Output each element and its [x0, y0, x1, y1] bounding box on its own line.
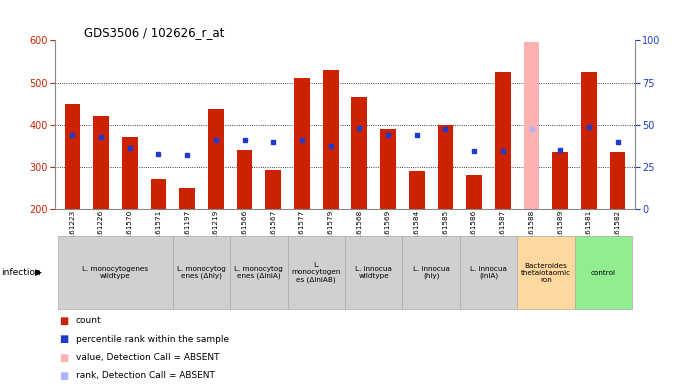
- Bar: [495, 72, 511, 209]
- Text: ▶: ▶: [34, 268, 41, 277]
- Text: ■: ■: [59, 371, 68, 381]
- Text: GSM161589: GSM161589: [558, 209, 563, 253]
- Bar: [266, 170, 281, 209]
- Text: rank, Detection Call = ABSENT: rank, Detection Call = ABSENT: [76, 371, 215, 381]
- Text: GSM161587: GSM161587: [500, 209, 506, 253]
- Text: control: control: [591, 270, 615, 276]
- Text: GSM161585: GSM161585: [442, 209, 448, 253]
- Text: GSM161567: GSM161567: [270, 209, 276, 253]
- Bar: [230, 236, 288, 309]
- Text: GSM161197: GSM161197: [184, 209, 190, 253]
- Text: count: count: [76, 316, 101, 325]
- Text: GSM161581: GSM161581: [586, 209, 592, 253]
- Text: GSM161584: GSM161584: [414, 209, 420, 253]
- Text: GSM161568: GSM161568: [356, 209, 362, 253]
- Bar: [172, 236, 230, 309]
- Text: GSM161586: GSM161586: [471, 209, 477, 253]
- Text: L. innocua
(inlA): L. innocua (inlA): [470, 266, 507, 280]
- Text: L. innocua
wildtype: L. innocua wildtype: [355, 266, 392, 279]
- Bar: [402, 236, 460, 309]
- Text: value, Detection Call = ABSENT: value, Detection Call = ABSENT: [76, 353, 219, 362]
- Text: Bacteroides
thetaiotaomic
ron: Bacteroides thetaiotaomic ron: [521, 263, 571, 283]
- Bar: [380, 129, 396, 209]
- Bar: [437, 125, 453, 209]
- Text: GSM161588: GSM161588: [529, 209, 535, 253]
- Bar: [237, 150, 253, 209]
- Text: L. innocua
(hly): L. innocua (hly): [413, 266, 449, 280]
- Text: ■: ■: [59, 353, 68, 362]
- Bar: [122, 137, 138, 209]
- Bar: [323, 70, 339, 209]
- Text: GSM161566: GSM161566: [241, 209, 248, 253]
- Bar: [460, 236, 518, 309]
- Text: GSM161571: GSM161571: [155, 209, 161, 253]
- Bar: [294, 78, 310, 209]
- Text: L.
monocytogen
es (ΔinlAB): L. monocytogen es (ΔinlAB): [292, 262, 341, 283]
- Text: GSM161577: GSM161577: [299, 209, 305, 253]
- Text: GSM161570: GSM161570: [127, 209, 132, 253]
- Bar: [610, 152, 625, 209]
- Text: GSM161582: GSM161582: [615, 209, 620, 253]
- Text: GSM161569: GSM161569: [385, 209, 391, 253]
- Bar: [65, 104, 80, 209]
- Bar: [58, 236, 172, 309]
- Bar: [581, 72, 597, 209]
- Bar: [518, 236, 575, 309]
- Text: GSM161219: GSM161219: [213, 209, 219, 253]
- Bar: [208, 109, 224, 209]
- Text: GSM161226: GSM161226: [98, 209, 104, 253]
- Bar: [409, 171, 424, 209]
- Bar: [575, 236, 632, 309]
- Bar: [552, 152, 568, 209]
- Bar: [288, 236, 345, 309]
- Bar: [179, 188, 195, 209]
- Bar: [466, 175, 482, 209]
- Text: L. monocytog
enes (ΔinlA): L. monocytog enes (ΔinlA): [235, 266, 284, 280]
- Bar: [351, 98, 367, 209]
- Bar: [150, 179, 166, 209]
- Bar: [345, 236, 402, 309]
- Text: GSM161223: GSM161223: [70, 209, 75, 253]
- Text: GSM161579: GSM161579: [328, 209, 334, 253]
- Text: ■: ■: [59, 316, 68, 326]
- Text: percentile rank within the sample: percentile rank within the sample: [76, 334, 229, 344]
- Bar: [93, 116, 109, 209]
- Text: GDS3506 / 102626_r_at: GDS3506 / 102626_r_at: [84, 26, 224, 39]
- Text: L. monocytog
enes (Δhly): L. monocytog enes (Δhly): [177, 266, 226, 280]
- Text: L. monocytogenes
wildtype: L. monocytogenes wildtype: [82, 266, 148, 279]
- Text: infection: infection: [1, 268, 41, 277]
- Bar: [524, 43, 540, 209]
- Text: ■: ■: [59, 334, 68, 344]
